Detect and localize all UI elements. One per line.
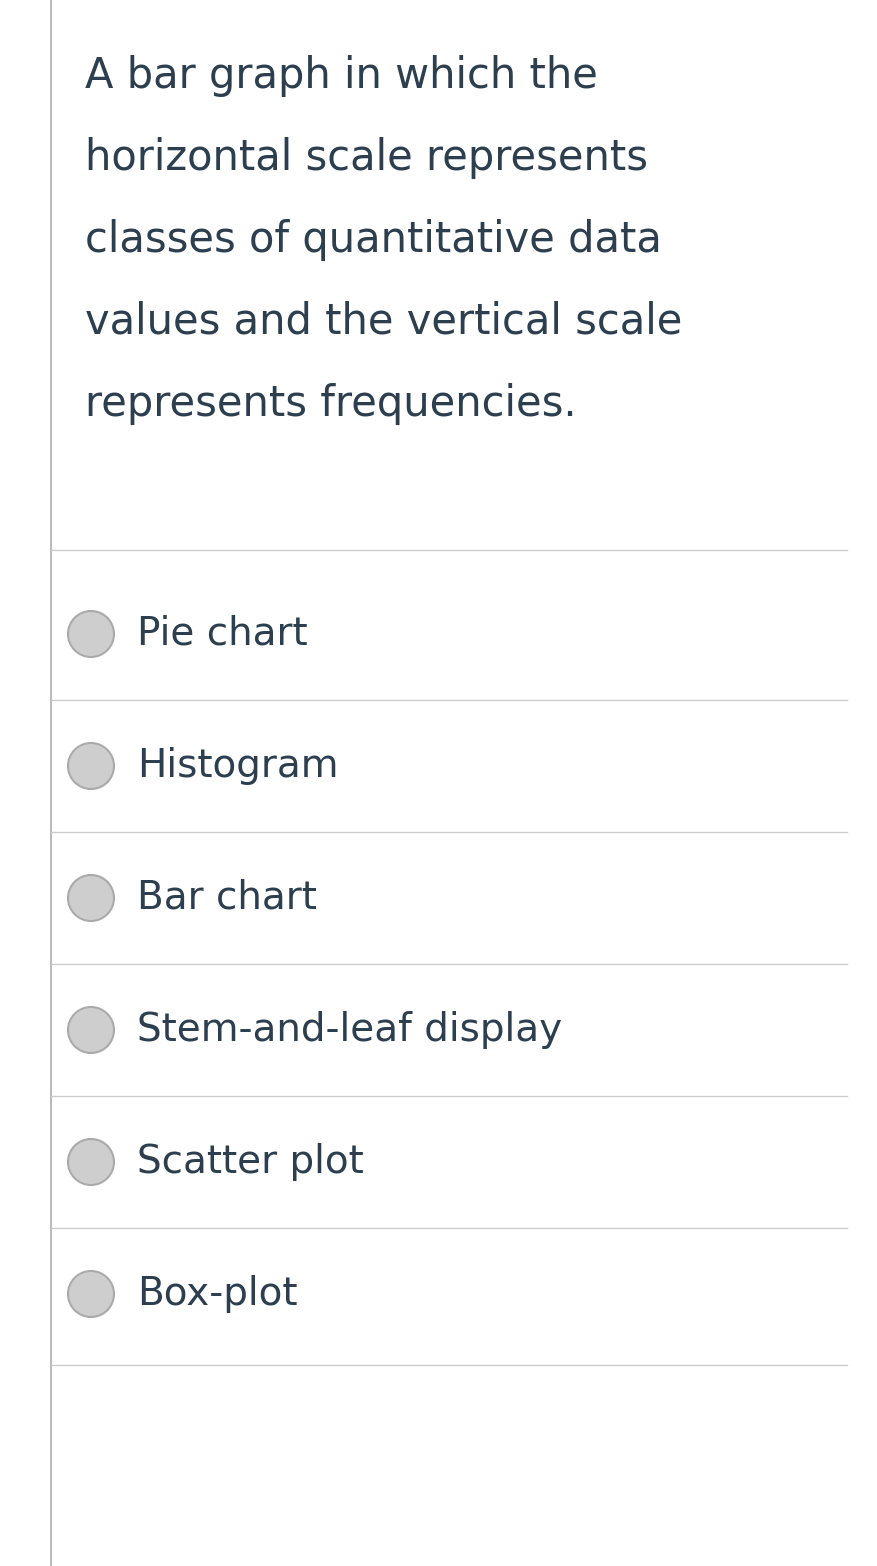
Text: classes of quantitative data: classes of quantitative data — [85, 219, 662, 262]
Ellipse shape — [68, 1272, 114, 1317]
Text: A bar graph in which the: A bar graph in which the — [85, 55, 598, 97]
Text: represents frequencies.: represents frequencies. — [85, 384, 576, 424]
Ellipse shape — [68, 875, 114, 921]
Text: Stem-and-leaf display: Stem-and-leaf display — [137, 1012, 562, 1049]
Text: horizontal scale represents: horizontal scale represents — [85, 136, 648, 179]
Ellipse shape — [68, 1138, 114, 1185]
Text: Box-plot: Box-plot — [137, 1275, 297, 1312]
Text: values and the vertical scale: values and the vertical scale — [85, 301, 682, 343]
Text: Histogram: Histogram — [137, 747, 339, 785]
Text: Bar chart: Bar chart — [137, 879, 317, 918]
Text: Pie chart: Pie chart — [137, 615, 308, 653]
Text: Scatter plot: Scatter plot — [137, 1143, 364, 1181]
Ellipse shape — [68, 611, 114, 658]
Ellipse shape — [68, 1007, 114, 1052]
Ellipse shape — [68, 742, 114, 789]
